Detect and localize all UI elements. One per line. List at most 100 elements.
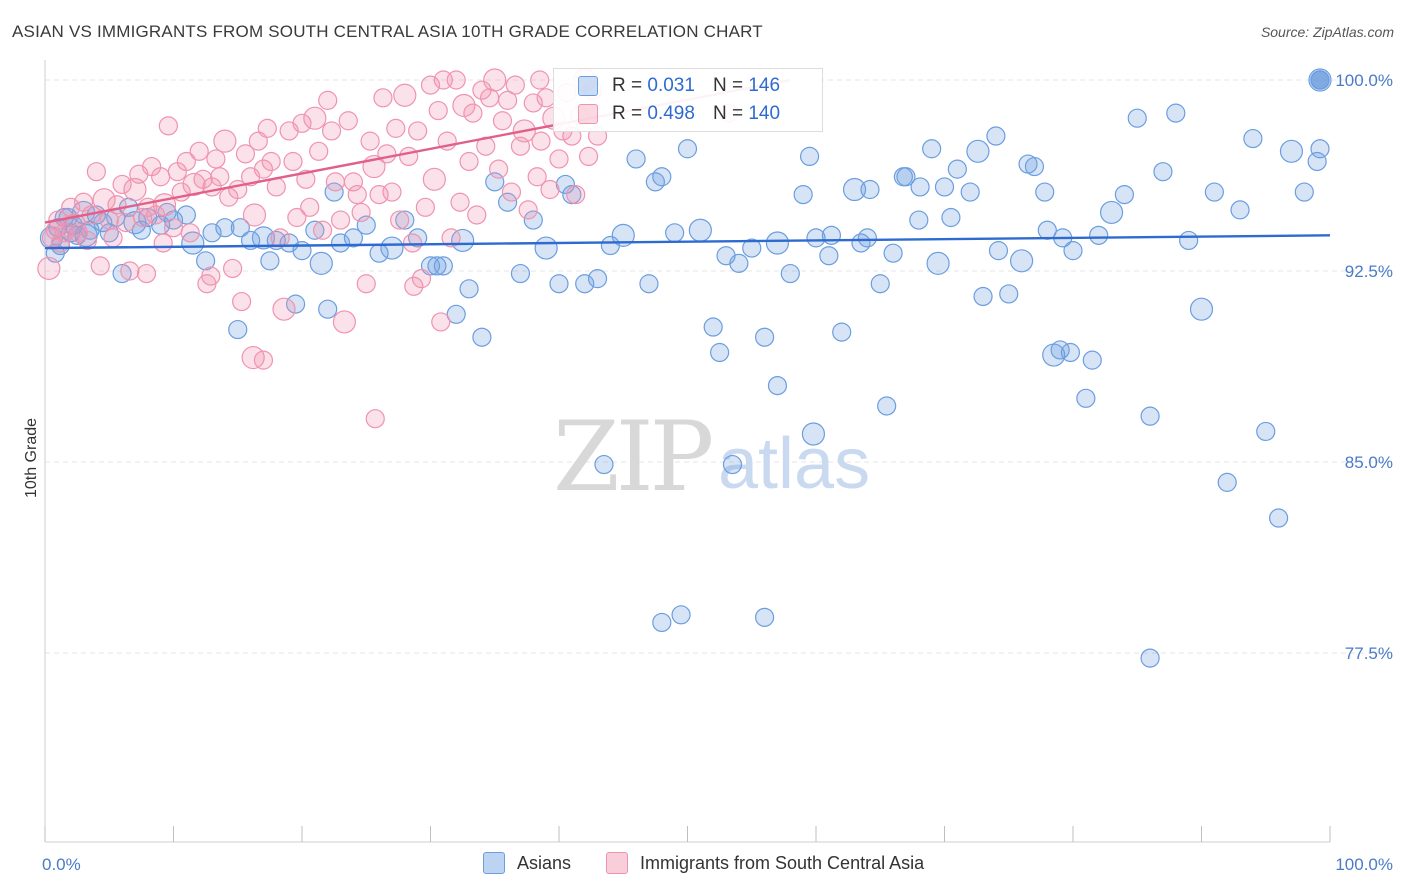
point-asians-12 xyxy=(112,263,132,284)
point-immigrants-110 xyxy=(505,75,525,95)
point-asians-144 xyxy=(893,167,913,187)
point-immigrants-115 xyxy=(527,167,547,187)
legend-label-asians: Asians xyxy=(517,852,572,873)
point-asians-63 xyxy=(611,223,635,247)
legend-r-value-immigrants: 0.498 xyxy=(647,103,695,124)
y-tick-label-0: 100.0% xyxy=(1335,71,1393,90)
point-immigrants-95 xyxy=(441,228,461,248)
point-immigrants-55 xyxy=(270,228,290,248)
point-immigrants-47 xyxy=(235,144,256,164)
point-asians-46 xyxy=(427,256,447,276)
point-immigrants-42 xyxy=(213,129,237,153)
point-immigrants-13 xyxy=(90,256,110,276)
point-asians-76 xyxy=(754,327,775,347)
point-immigrants-30 xyxy=(163,218,184,238)
point-asians-72 xyxy=(710,342,730,363)
point-immigrants-35 xyxy=(182,172,206,197)
point-asians-96 xyxy=(986,126,1006,146)
point-asians-78 xyxy=(780,263,800,284)
point-immigrants-33 xyxy=(176,151,196,172)
legend-swatch-immigrants xyxy=(578,104,598,124)
point-asians-48 xyxy=(446,304,466,324)
point-immigrants-80 xyxy=(377,144,397,164)
point-asians-25 xyxy=(228,319,248,340)
source-credit: Source: ZipAtlas.com xyxy=(1260,24,1394,40)
y-tick-label-1: 92.5% xyxy=(1345,262,1393,281)
point-immigrants-114 xyxy=(523,93,543,113)
point-immigrants-132 xyxy=(201,266,221,286)
point-asians-22 xyxy=(196,251,216,271)
legend-label-immigrants: Immigrants from South Central Asia xyxy=(640,852,925,873)
point-asians-126 xyxy=(1308,68,1332,92)
point-immigrants-51 xyxy=(253,159,274,179)
point-asians-37 xyxy=(324,182,344,202)
point-asians-139 xyxy=(754,607,775,627)
point-immigrants-21 xyxy=(123,177,147,202)
point-asians-108 xyxy=(1140,406,1160,426)
y-tick-label-2: 85.0% xyxy=(1345,453,1393,472)
point-immigrants-137 xyxy=(431,312,451,332)
point-asians-61 xyxy=(587,269,608,289)
point-asians-128 xyxy=(1310,70,1330,90)
point-immigrants-20 xyxy=(120,261,140,281)
point-asians-34 xyxy=(305,220,325,240)
point-immigrants-73 xyxy=(347,185,367,205)
point-immigrants-106 xyxy=(489,159,509,179)
legend-item-immigrants: Immigrants from South Central Asia xyxy=(606,852,924,874)
point-immigrants-135 xyxy=(365,409,385,429)
point-asians-116 xyxy=(1243,128,1263,149)
point-immigrants-109 xyxy=(501,182,522,202)
point-immigrants-66 xyxy=(318,90,338,110)
point-asians-93 xyxy=(947,159,967,179)
point-immigrants-53 xyxy=(261,151,281,172)
point-asians-82 xyxy=(819,246,839,266)
point-asians-94 xyxy=(960,182,980,202)
point-immigrants-124 xyxy=(566,185,586,205)
point-asians-43 xyxy=(395,210,415,230)
point-asians-130 xyxy=(722,454,743,475)
point-immigrants-56 xyxy=(272,297,296,321)
point-asians-51 xyxy=(472,327,492,347)
point-asians-131 xyxy=(767,376,788,396)
point-asians-145 xyxy=(910,177,930,197)
legend-n-value-immigrants: 140 xyxy=(748,103,781,124)
legend-item-asians: Asians xyxy=(483,852,571,874)
chart-title: ASIAN VS IMMIGRANTS FROM SOUTH CENTRAL A… xyxy=(12,22,763,41)
point-immigrants-71 xyxy=(338,111,358,131)
point-asians-112 xyxy=(1189,297,1214,321)
point-immigrants-101 xyxy=(467,205,487,225)
point-asians-133 xyxy=(1042,343,1066,367)
point-asians-52 xyxy=(485,172,505,192)
point-asians-29 xyxy=(260,251,280,271)
trend-line-asians xyxy=(44,234,1331,250)
point-immigrants-67 xyxy=(321,121,342,141)
point-asians-44 xyxy=(408,228,428,248)
point-asians-49 xyxy=(451,228,475,253)
point-immigrants-69 xyxy=(330,210,351,230)
legend-n-label: N = xyxy=(712,103,744,124)
point-asians-111 xyxy=(1179,230,1199,251)
point-immigrants-5 xyxy=(54,223,74,243)
grid-lines xyxy=(45,79,1390,654)
point-immigrants-118 xyxy=(540,179,560,200)
point-asians-66 xyxy=(645,172,665,192)
point-immigrants-70 xyxy=(332,310,357,334)
legend-r-value-asians: 0.031 xyxy=(647,75,695,96)
point-asians-24 xyxy=(215,218,235,238)
point-asians-86 xyxy=(870,274,890,294)
point-immigrants-81 xyxy=(382,182,402,202)
point-asians-97 xyxy=(999,284,1019,304)
point-asians-137 xyxy=(594,454,614,475)
point-asians-80 xyxy=(799,146,820,166)
point-asians-83 xyxy=(832,322,852,342)
point-asians-119 xyxy=(1279,139,1304,163)
point-immigrants-49 xyxy=(242,203,267,227)
point-immigrants-6 xyxy=(61,197,81,217)
point-immigrants-0 xyxy=(37,256,61,281)
point-asians-107 xyxy=(1127,108,1147,128)
axes xyxy=(44,60,1331,843)
series-asians-points xyxy=(39,68,1332,668)
point-asians-64 xyxy=(626,149,646,169)
point-asians-39 xyxy=(343,228,363,248)
point-immigrants-127 xyxy=(578,146,599,166)
